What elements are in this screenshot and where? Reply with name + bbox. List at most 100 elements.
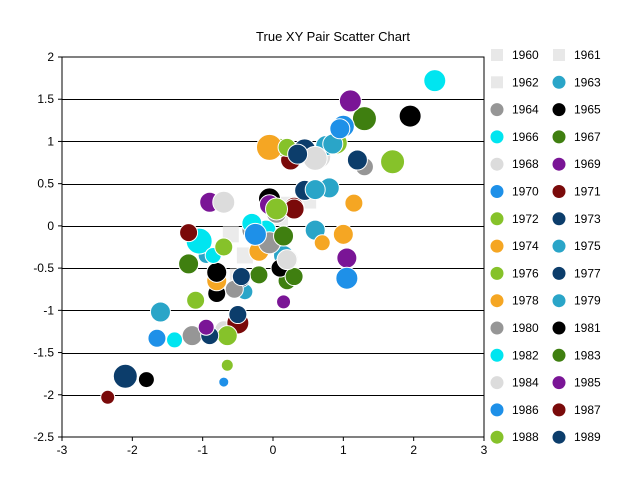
legend-item: 1963	[552, 75, 601, 89]
data-point	[147, 328, 167, 348]
data-point	[273, 225, 295, 247]
legend-marker	[490, 430, 504, 444]
legend-item: 1970	[490, 185, 539, 199]
y-tick-label: -2	[43, 388, 54, 402]
legend-label: 1972	[512, 212, 539, 226]
data-point	[228, 305, 248, 325]
y-tick-label: -2.5	[33, 430, 54, 444]
legend-label: 1967	[574, 130, 601, 144]
legend-marker	[552, 157, 566, 171]
legend-item: 1981	[552, 321, 601, 335]
data-point	[178, 253, 200, 275]
data-point	[112, 363, 138, 389]
data-point	[380, 149, 406, 175]
legend-marker	[491, 49, 503, 61]
legend-item: 1983	[552, 348, 601, 362]
data-point	[346, 149, 368, 171]
data-point	[336, 247, 358, 269]
data-point	[149, 301, 171, 323]
legend-marker	[490, 294, 504, 308]
legend-marker	[552, 430, 566, 444]
legend-marker	[553, 49, 565, 61]
data-point	[220, 358, 234, 372]
legend-item: 1962	[491, 75, 539, 89]
legend-label: 1976	[512, 266, 539, 280]
legend-label: 1978	[512, 294, 539, 308]
legend-item: 1971	[552, 185, 601, 199]
legend-item: 1968	[490, 157, 539, 171]
data-point	[214, 237, 234, 257]
legend-marker	[490, 185, 504, 198]
legend-label: 1974	[512, 239, 539, 253]
axes: -2.5 -2 -1.5 -1 -0.5 0 0.5 1 1.5 2 -3 -2 -1 0 1 2 3	[33, 50, 487, 457]
legend-marker	[552, 239, 566, 253]
data-point	[216, 325, 238, 347]
legend-label: 1964	[512, 103, 539, 117]
legend-label: 1981	[574, 321, 601, 335]
legend-item: 1965	[552, 103, 601, 117]
y-tick-label: 1	[47, 134, 54, 148]
data-point	[344, 193, 364, 213]
legend-item: 1979	[552, 294, 601, 308]
x-tick-label: -3	[57, 443, 68, 457]
legend-marker	[491, 76, 503, 89]
legend-marker	[552, 212, 566, 226]
legend-item: 1973	[552, 212, 601, 226]
legend-label: 1989	[574, 430, 601, 444]
legend-marker	[490, 239, 504, 253]
legend-label: 1985	[574, 376, 601, 390]
legend-label: 1983	[574, 348, 601, 362]
legend-item: 1967	[552, 130, 601, 144]
legend-label: 1988	[512, 430, 539, 444]
data-point	[335, 266, 359, 290]
legend-marker	[490, 376, 504, 390]
legend-marker	[552, 130, 566, 144]
legend-marker	[552, 75, 566, 89]
legend-item: 1985	[552, 376, 601, 390]
legend-label: 1977	[574, 266, 601, 280]
data-point	[313, 234, 331, 252]
y-tick-label: -0.5	[33, 261, 54, 275]
data-point	[284, 267, 304, 287]
legend-item: 1964	[490, 103, 539, 117]
legend-label: 1971	[574, 185, 601, 199]
legend-item: 1960	[491, 48, 539, 62]
legend-marker	[490, 130, 504, 144]
data-point	[249, 265, 269, 285]
y-tick-label: 2	[47, 50, 54, 64]
y-tick-label: 1.5	[37, 92, 54, 106]
legend-marker	[552, 266, 566, 280]
legend-label: 1975	[574, 239, 601, 253]
legend-label: 1984	[512, 376, 539, 390]
legend-label: 1970	[512, 185, 539, 199]
data-points	[100, 69, 447, 405]
y-tick-label: -1	[43, 303, 54, 317]
legend-item: 1986	[490, 403, 539, 417]
data-point	[398, 104, 422, 128]
legend-item: 1966	[490, 130, 539, 144]
legend-item: 1975	[552, 239, 601, 253]
legend-label: 1963	[574, 75, 601, 89]
data-point	[276, 294, 292, 310]
data-point	[179, 223, 199, 243]
legend-marker	[552, 321, 566, 335]
data-point	[137, 371, 155, 389]
legend-label: 1979	[574, 294, 601, 308]
legend-item: 1976	[490, 266, 539, 280]
x-tick-label: -1	[197, 443, 208, 457]
legend-item: 1969	[552, 157, 601, 171]
data-point	[304, 179, 326, 201]
legend-label: 1986	[512, 403, 539, 417]
legend-label: 1980	[512, 321, 539, 335]
legend-label: 1960	[512, 48, 539, 62]
legend-marker	[490, 103, 504, 117]
legend-item: 1988	[490, 430, 539, 444]
legend-marker	[552, 294, 566, 308]
legend-item: 1984	[490, 376, 539, 390]
legend-marker	[552, 403, 566, 417]
legend-label: 1968	[512, 157, 539, 171]
legend-marker	[552, 103, 566, 117]
data-point	[287, 143, 309, 165]
data-point	[206, 261, 228, 283]
